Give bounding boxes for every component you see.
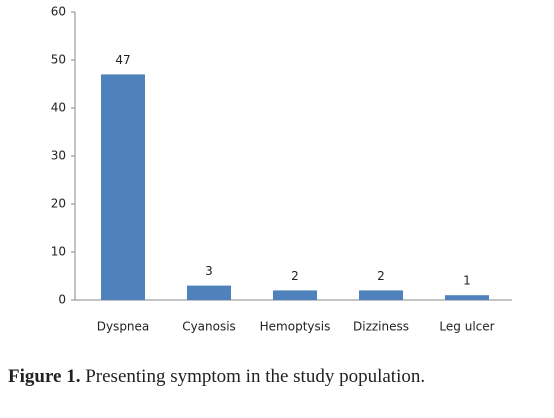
y-tick-label: 60	[51, 5, 66, 19]
bar	[359, 290, 403, 300]
x-tick-label: Leg ulcer	[439, 320, 494, 334]
y-tick-label: 20	[51, 197, 66, 211]
x-tick-label: Dizziness	[353, 320, 409, 334]
data-label: 2	[377, 269, 385, 283]
y-tick-label: 30	[51, 149, 66, 163]
x-tick-label: Hemoptysis	[260, 320, 331, 334]
x-tick-label: Dyspnea	[97, 320, 150, 334]
bar	[101, 74, 145, 301]
bar	[273, 290, 317, 300]
data-label: 2	[291, 269, 299, 283]
caption: Figure 1. Presenting symptom in the stud…	[8, 366, 425, 387]
data-label: 3	[205, 264, 213, 278]
data-label: 47	[115, 53, 130, 67]
y-tick-label: 10	[51, 245, 66, 259]
y-tick-label: 0	[58, 293, 66, 307]
x-tick-label: Cyanosis	[182, 320, 236, 334]
y-tick-label: 40	[51, 101, 66, 115]
caption-text: Presenting symptom in the study populati…	[85, 366, 425, 387]
caption-label: Figure 1.	[8, 366, 80, 387]
bar	[187, 285, 231, 300]
bar	[445, 295, 489, 300]
data-label: 1	[463, 274, 471, 288]
y-tick-label: 50	[51, 53, 66, 67]
